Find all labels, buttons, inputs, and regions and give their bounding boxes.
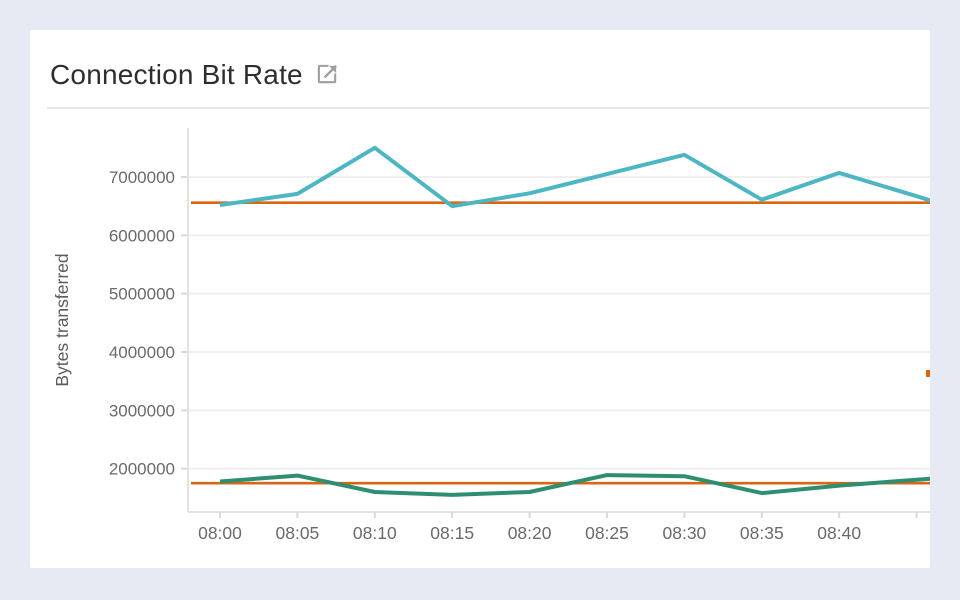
x-tick-label: 08:10 <box>353 523 397 543</box>
header-divider <box>47 106 930 109</box>
external-link-icon-glyph <box>317 64 337 84</box>
y-tick-label: 3000000 <box>109 401 175 420</box>
chart-card: 7000000 6000000 5000000 4000000 3000000 20000… <box>30 30 930 568</box>
clipped-orange-marker <box>926 369 930 377</box>
y-tick-label: 4000000 <box>109 343 175 362</box>
card-header: Connection Bit Rate <box>30 30 930 91</box>
y-tick-label: 5000000 <box>109 285 175 304</box>
external-link-icon[interactable] <box>316 63 339 86</box>
lower-series-green-line <box>219 473 930 497</box>
upper-series-cyan-line <box>219 145 930 209</box>
y-tick-label: 2000000 <box>109 460 175 479</box>
x-tick-label: 08:35 <box>740 523 784 543</box>
x-tick-label: 08:30 <box>663 523 707 543</box>
x-tick-label: 08:15 <box>430 523 474 543</box>
connection-bit-rate-chart: 7000000 6000000 5000000 4000000 3000000 20000… <box>52 128 930 543</box>
x-tick-label: 08:40 <box>817 523 861 543</box>
x-tick-label: 08:00 <box>198 523 242 543</box>
x-tick-label: 08:05 <box>276 523 320 543</box>
y-axis-title: Bytes transferred <box>52 253 72 386</box>
page-title: Connection Bit Rate <box>50 59 303 90</box>
y-tick-label: 7000000 <box>109 168 175 187</box>
x-tick-label: 08:25 <box>585 523 629 543</box>
x-tick-label: 08:20 <box>508 523 552 543</box>
y-tick-label: 6000000 <box>109 226 175 245</box>
